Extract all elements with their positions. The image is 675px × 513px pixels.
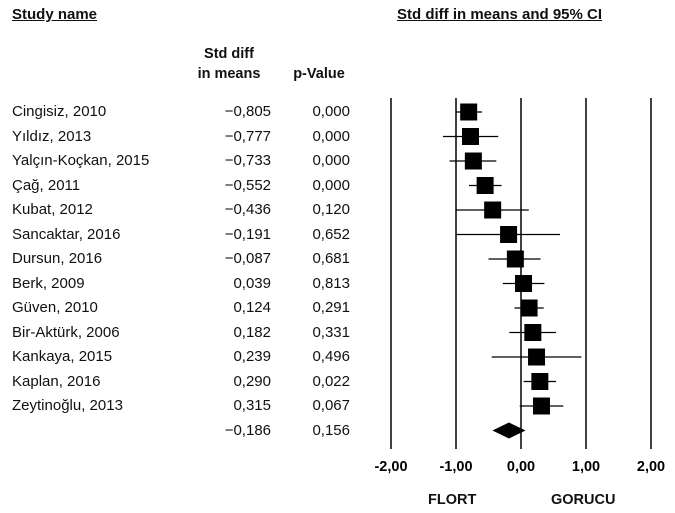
study-name-header: Study name	[12, 6, 98, 23]
effect-size-marker	[532, 397, 550, 415]
x-tick-label: 2,00	[637, 459, 665, 475]
std-diff-value: −0,191	[224, 225, 271, 243]
p-value: 0,331	[312, 323, 350, 341]
std-diff-value: 0,039	[233, 274, 271, 292]
p-value: 0,813	[312, 274, 350, 292]
std-diff-value: −0,777	[224, 127, 271, 145]
effect-size-marker	[460, 103, 478, 121]
favors-right-label: GORUCU	[551, 492, 616, 508]
x-tick-label: 1,00	[572, 459, 600, 475]
std-diff-value: −0,436	[224, 201, 271, 218]
std-diff-value: −0,552	[224, 176, 271, 194]
summary-p-value: 0,156	[312, 421, 350, 439]
std-diff-header-line2: in means	[197, 66, 261, 82]
p-value: 0,000	[312, 127, 350, 145]
p-value: 0,120	[312, 201, 350, 218]
p-value: 0,681	[312, 250, 350, 267]
favors-left-label: FLORT	[428, 492, 477, 508]
x-tick-label: -1,00	[439, 459, 472, 475]
p-value: 0,000	[312, 103, 350, 120]
study-name: Çağ, 2011	[12, 176, 81, 194]
effect-size-marker	[476, 177, 494, 194]
std-diff-value: 0,290	[233, 372, 271, 390]
effect-size-marker	[484, 201, 502, 219]
effect-size-marker	[520, 299, 538, 317]
study-name: Yıldız, 2013	[12, 127, 92, 145]
effect-size-marker	[528, 348, 546, 366]
p-value: 0,291	[312, 299, 350, 316]
effect-size-marker	[506, 250, 524, 268]
plot-title: Std diff in means and 95% CI	[397, 6, 603, 23]
x-tick-label: 0,00	[507, 459, 535, 475]
p-value: 0,652	[312, 225, 350, 243]
effect-size-marker	[515, 275, 533, 292]
study-name: Zeytinoğlu, 2013	[12, 397, 123, 414]
study-name: Güven, 2010	[12, 299, 98, 316]
study-name: Bir-Aktürk, 2006	[12, 323, 120, 341]
study-name: Berk, 2009	[12, 274, 85, 292]
study-name: Kaplan, 2016	[12, 372, 101, 390]
p-value: 0,022	[312, 372, 350, 390]
summary-diamond	[492, 422, 526, 439]
std-diff-value: 0,239	[233, 348, 271, 365]
study-name: Kankaya, 2015	[12, 348, 113, 365]
std-diff-value: −0,087	[224, 250, 271, 267]
x-tick-label: -2,00	[374, 459, 407, 475]
effect-size-marker	[461, 128, 479, 145]
std-diff-value: 0,182	[233, 323, 271, 341]
effect-size-marker	[524, 324, 542, 341]
std-diff-value: −0,733	[224, 152, 271, 169]
p-value: 0,000	[312, 152, 350, 169]
std-diff-value: −0,805	[224, 103, 271, 120]
study-name: Dursun, 2016	[12, 250, 103, 267]
p-value: 0,067	[312, 397, 350, 414]
p-value: 0,496	[312, 348, 350, 365]
study-name: Kubat, 2012	[12, 201, 93, 218]
study-name: Sancaktar, 2016	[12, 225, 121, 243]
study-name: Yalçın-Koçkan, 2015	[12, 152, 150, 169]
std-diff-header-line1: Std diff	[204, 46, 254, 62]
std-diff-value: 0,124	[233, 299, 271, 316]
p-value-header: p-Value	[293, 66, 345, 82]
study-name: Cingisiz, 2010	[12, 103, 107, 120]
summary-std-diff-value: −0,186	[224, 421, 271, 439]
effect-size-marker	[531, 373, 549, 390]
effect-size-marker	[464, 152, 482, 170]
p-value: 0,000	[312, 176, 350, 194]
std-diff-value: 0,315	[233, 397, 271, 414]
effect-size-marker	[500, 226, 518, 243]
